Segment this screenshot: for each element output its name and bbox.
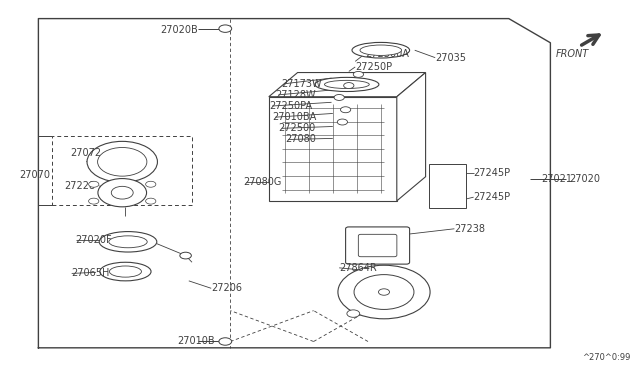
Circle shape xyxy=(87,141,157,182)
Ellipse shape xyxy=(109,266,141,277)
Bar xyxy=(52,136,192,205)
Ellipse shape xyxy=(100,262,151,281)
Text: 27020: 27020 xyxy=(570,174,600,183)
Text: 27080: 27080 xyxy=(285,135,316,144)
Circle shape xyxy=(347,310,360,317)
Text: 272500: 272500 xyxy=(278,124,316,133)
Text: 27020F: 27020F xyxy=(76,235,112,245)
Text: 27035: 27035 xyxy=(435,53,466,62)
Ellipse shape xyxy=(109,236,147,248)
Circle shape xyxy=(180,252,191,259)
Bar xyxy=(429,164,466,208)
Circle shape xyxy=(88,198,99,204)
Bar xyxy=(269,97,397,201)
Circle shape xyxy=(338,265,430,319)
Text: 27070: 27070 xyxy=(19,170,50,180)
Text: 27206: 27206 xyxy=(211,283,242,293)
Ellipse shape xyxy=(352,42,410,58)
Text: 27020B: 27020B xyxy=(161,25,198,35)
FancyBboxPatch shape xyxy=(358,234,397,257)
Circle shape xyxy=(340,107,351,113)
Text: 27128W: 27128W xyxy=(275,90,316,100)
Text: ^270^0:99: ^270^0:99 xyxy=(582,353,630,362)
Circle shape xyxy=(219,25,232,32)
Ellipse shape xyxy=(315,77,379,92)
Circle shape xyxy=(98,147,147,176)
Text: 27245P: 27245P xyxy=(474,168,511,178)
Ellipse shape xyxy=(99,231,157,252)
Text: 27250P: 27250P xyxy=(355,62,392,72)
Circle shape xyxy=(111,186,133,199)
Circle shape xyxy=(378,289,390,295)
Text: FRONT: FRONT xyxy=(556,49,589,59)
Circle shape xyxy=(146,198,156,204)
Circle shape xyxy=(98,179,147,207)
Text: 27228: 27228 xyxy=(64,181,95,191)
Text: 27250PA: 27250PA xyxy=(269,101,312,111)
Ellipse shape xyxy=(360,45,402,55)
Circle shape xyxy=(88,181,99,187)
Text: 27864R: 27864R xyxy=(339,263,377,273)
Text: 272500A: 272500A xyxy=(365,49,409,59)
Circle shape xyxy=(334,94,344,100)
Polygon shape xyxy=(269,73,426,97)
Circle shape xyxy=(353,71,364,77)
Text: 27245P: 27245P xyxy=(474,192,511,202)
Ellipse shape xyxy=(324,80,369,89)
Circle shape xyxy=(354,275,414,310)
Circle shape xyxy=(219,338,232,345)
FancyBboxPatch shape xyxy=(346,227,410,264)
Text: 27021: 27021 xyxy=(541,174,572,183)
Text: 27010BA: 27010BA xyxy=(272,112,316,122)
Circle shape xyxy=(337,119,348,125)
Text: 27072: 27072 xyxy=(70,148,102,157)
Text: 27010B: 27010B xyxy=(177,337,214,346)
Text: 27238: 27238 xyxy=(454,224,485,234)
Circle shape xyxy=(344,83,354,89)
Text: 27065H: 27065H xyxy=(72,269,110,278)
Text: 27173W: 27173W xyxy=(282,79,322,89)
Polygon shape xyxy=(397,73,426,201)
Circle shape xyxy=(146,181,156,187)
Text: 27080G: 27080G xyxy=(243,177,282,187)
